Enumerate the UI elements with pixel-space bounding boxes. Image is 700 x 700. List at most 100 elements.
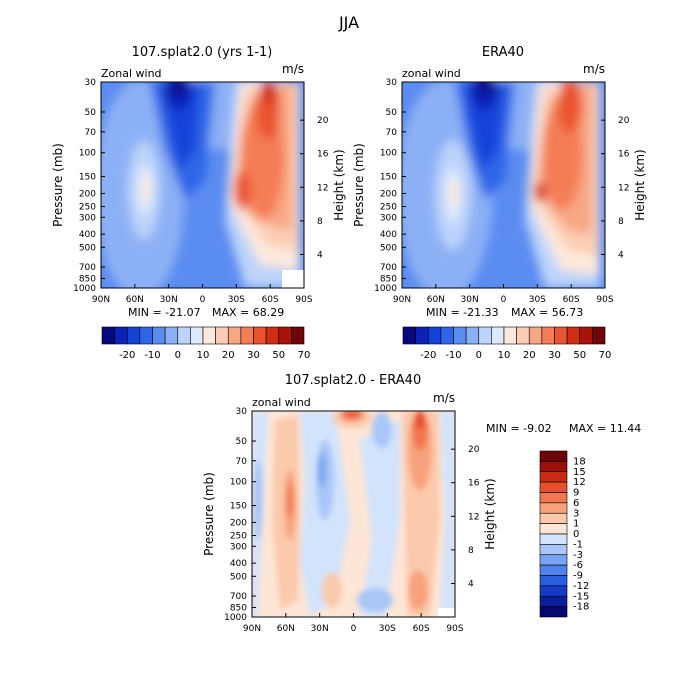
colorbar-swatch: [227, 326, 242, 345]
colorbar-swatch: [503, 326, 517, 345]
colorbar-swatch: [491, 326, 505, 345]
x-tick-label: 0: [200, 295, 206, 305]
y2-tick-label: 12: [317, 183, 328, 193]
max-label-difference: MAX = 11.44: [569, 422, 641, 435]
x-tick-label: 60S: [262, 295, 279, 305]
x-tick-label: 0: [351, 624, 357, 634]
y-tick-label: 850: [230, 603, 247, 613]
ylabel-model: Pressure (mb): [51, 143, 65, 227]
y2-tick-label: 12: [468, 512, 479, 522]
colorbar-label: 10: [498, 350, 511, 361]
x-tick-label: 30S: [379, 624, 396, 634]
y-tick-label: 500: [79, 243, 96, 253]
colorbar-label: 0: [573, 529, 579, 540]
x-tick-label: 90S: [446, 624, 463, 634]
colorbar-label: 18: [573, 456, 586, 467]
heatmap-model: [101, 82, 304, 288]
colorbar-reanalysis: -20 -10 0 10 20 30 50 70: [402, 326, 612, 361]
colorbar-swatch: [539, 533, 568, 545]
x-tick-label: 60N: [126, 295, 144, 305]
panel-model-subtitle: Zonal wind: [101, 67, 162, 80]
heatmap-reanalysis: [402, 82, 605, 288]
colorbar-label: 30: [247, 350, 260, 361]
colorbar-swatch: [478, 326, 492, 345]
y2label-model: Height (km): [332, 149, 346, 220]
y2-tick-label: 20: [317, 116, 329, 126]
y-tick-label: 300: [230, 542, 247, 552]
colorbar-label: 20: [523, 350, 536, 361]
y-tick-label: 250: [380, 203, 397, 213]
y-tick-label: 70: [85, 128, 97, 138]
colorbar-swatch: [402, 326, 416, 345]
colorbar-swatch: [101, 326, 115, 345]
panel-reanalysis-title: ERA40: [482, 45, 524, 60]
y-tick-label: 100: [230, 478, 247, 488]
colorbar-label: 10: [197, 350, 210, 361]
y-tick-label: 1000: [224, 613, 247, 623]
y-tick-label: 1000: [73, 284, 96, 294]
y-tick-label: 850: [79, 274, 96, 284]
panel-model: 107.splat2.0 (yrs 1-1) Zonal wind m/s: [51, 45, 346, 361]
max-label-model: MAX = 68.29: [212, 306, 284, 319]
colorbar-label: -6: [573, 560, 583, 571]
min-label-difference: MIN = -9.02: [486, 422, 552, 435]
y2-axis-reanalysis: 20 16 12 8 4: [601, 116, 630, 260]
colorbar-label: 1: [573, 519, 579, 530]
colorbar-swatch: [164, 326, 179, 345]
min-label-model: MIN = -21.07: [128, 306, 201, 319]
colorbar-label: 20: [222, 350, 235, 361]
colorbar-label: -1: [573, 539, 583, 550]
y2-tick-label: 8: [468, 546, 474, 556]
colorbar-swatch: [440, 326, 454, 345]
panel-model-title: 107.splat2.0 (yrs 1-1): [132, 45, 273, 60]
colorbar-swatch: [126, 326, 141, 345]
y-tick-label: 30: [386, 78, 398, 88]
colorbar-swatch: [291, 326, 305, 345]
y2-tick-label: 4: [618, 250, 624, 260]
y2label-reanalysis: Height (km): [633, 149, 647, 220]
x-tick-label: 90N: [243, 624, 261, 634]
colorbar-swatch: [465, 326, 480, 345]
colorbar-label: 12: [573, 477, 586, 488]
y-tick-label: 1000: [374, 284, 397, 294]
y2-tick-label: 4: [317, 250, 323, 260]
y-tick-label: 200: [380, 189, 397, 199]
figure-title: JJA: [338, 13, 359, 32]
colorbar-label: 3: [573, 508, 579, 519]
colorbar-label: 0: [175, 350, 181, 361]
colorbar-label: -10: [144, 350, 160, 361]
x-tick-label: 30S: [228, 295, 245, 305]
colorbar-swatch: [541, 326, 555, 345]
colorbar-swatch: [114, 326, 128, 345]
y-tick-label: 400: [230, 559, 247, 569]
colorbar-label: 70: [599, 350, 612, 361]
colorbar-swatch: [539, 544, 568, 556]
y-tick-label: 700: [230, 592, 247, 602]
colorbar-swatch: [427, 326, 442, 345]
panel-model-units: m/s: [282, 62, 304, 76]
x-tick-label: 60N: [427, 295, 445, 305]
x-tick-label: 0: [501, 295, 507, 305]
colorbar-label: -20: [119, 350, 135, 361]
y-tick-label: 150: [79, 173, 96, 183]
y-tick-label: 150: [230, 502, 247, 512]
colorbar-swatch: [539, 481, 568, 493]
colorbar-swatch: [278, 326, 292, 345]
y-tick-label: 400: [380, 230, 397, 240]
colorbar-swatch: [539, 606, 568, 618]
y-tick-label: 200: [230, 518, 247, 528]
y2-tick-label: 8: [618, 217, 624, 227]
y-tick-label: 250: [79, 203, 96, 213]
colorbar-label: -18: [573, 602, 589, 613]
x-tick-label: 60S: [413, 624, 430, 634]
y2-axis-difference: 20 16 12 8 4: [451, 445, 480, 589]
y-tick-label: 200: [79, 189, 96, 199]
y-tick-label: 100: [79, 149, 96, 159]
y2label-difference: Height (km): [483, 478, 497, 549]
y-tick-label: 300: [380, 213, 397, 223]
y-tick-label: 700: [380, 263, 397, 273]
